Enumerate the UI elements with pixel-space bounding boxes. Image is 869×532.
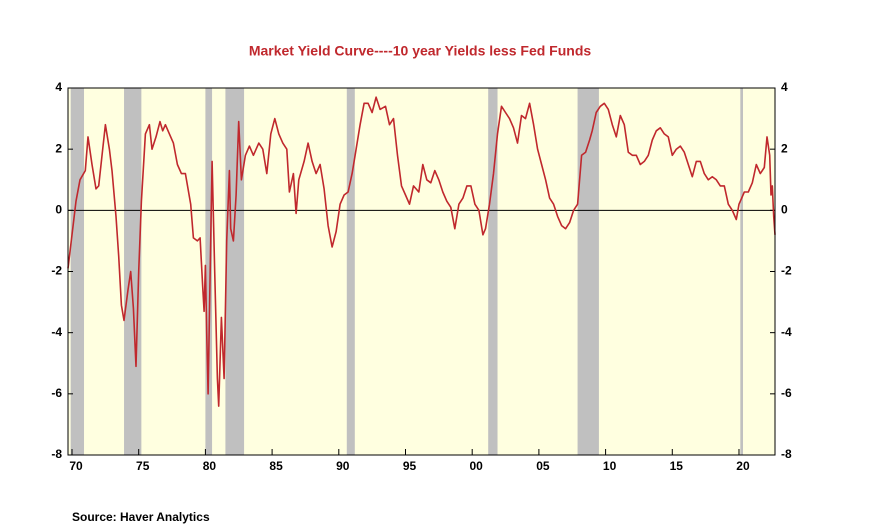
x-tick-label: 70 (69, 459, 83, 473)
x-tick-label: 20 (736, 459, 750, 473)
x-tick-label: 05 (536, 459, 550, 473)
recession-band (225, 88, 245, 455)
recession-band (205, 88, 213, 455)
x-tick-label: 95 (403, 459, 417, 473)
y-tick-label: -2 (51, 264, 62, 278)
y2-tick-label: 0 (781, 203, 788, 217)
plot-background (68, 88, 775, 455)
y-tick-label: 0 (55, 203, 62, 217)
y2-tick-label: 2 (781, 141, 788, 155)
recession-band (124, 88, 142, 455)
y-tick-label: -4 (51, 325, 62, 339)
y2-tick-label: -4 (781, 325, 792, 339)
x-tick-label: 90 (336, 459, 350, 473)
y-tick-label: -6 (51, 386, 62, 400)
plot-frame (67, 87, 776, 456)
x-tick-label: 15 (670, 459, 684, 473)
recession-band (577, 88, 599, 455)
y-tick-label: 2 (55, 141, 62, 155)
x-tick-label: 85 (269, 459, 283, 473)
y2-tick-label: -2 (781, 264, 792, 278)
x-tick-label: 80 (203, 459, 217, 473)
recession-band (488, 88, 498, 455)
recession-band (346, 88, 355, 455)
y-tick-label: -8 (51, 447, 62, 461)
y2-tick-label: 4 (781, 80, 788, 94)
x-tick-label: 10 (603, 459, 617, 473)
recession-band (740, 88, 743, 455)
yield-spread-line (67, 96, 776, 407)
y2-tick-label: -8 (781, 447, 792, 461)
y-tick-label: 4 (55, 80, 62, 94)
chart-title: Market Yield Curve----10 year Yields les… (249, 43, 592, 59)
y2-tick-label: -6 (781, 386, 792, 400)
source-note: Source: Haver Analytics (72, 510, 210, 524)
x-tick-label: 75 (136, 459, 150, 473)
x-tick-label: 00 (470, 459, 484, 473)
